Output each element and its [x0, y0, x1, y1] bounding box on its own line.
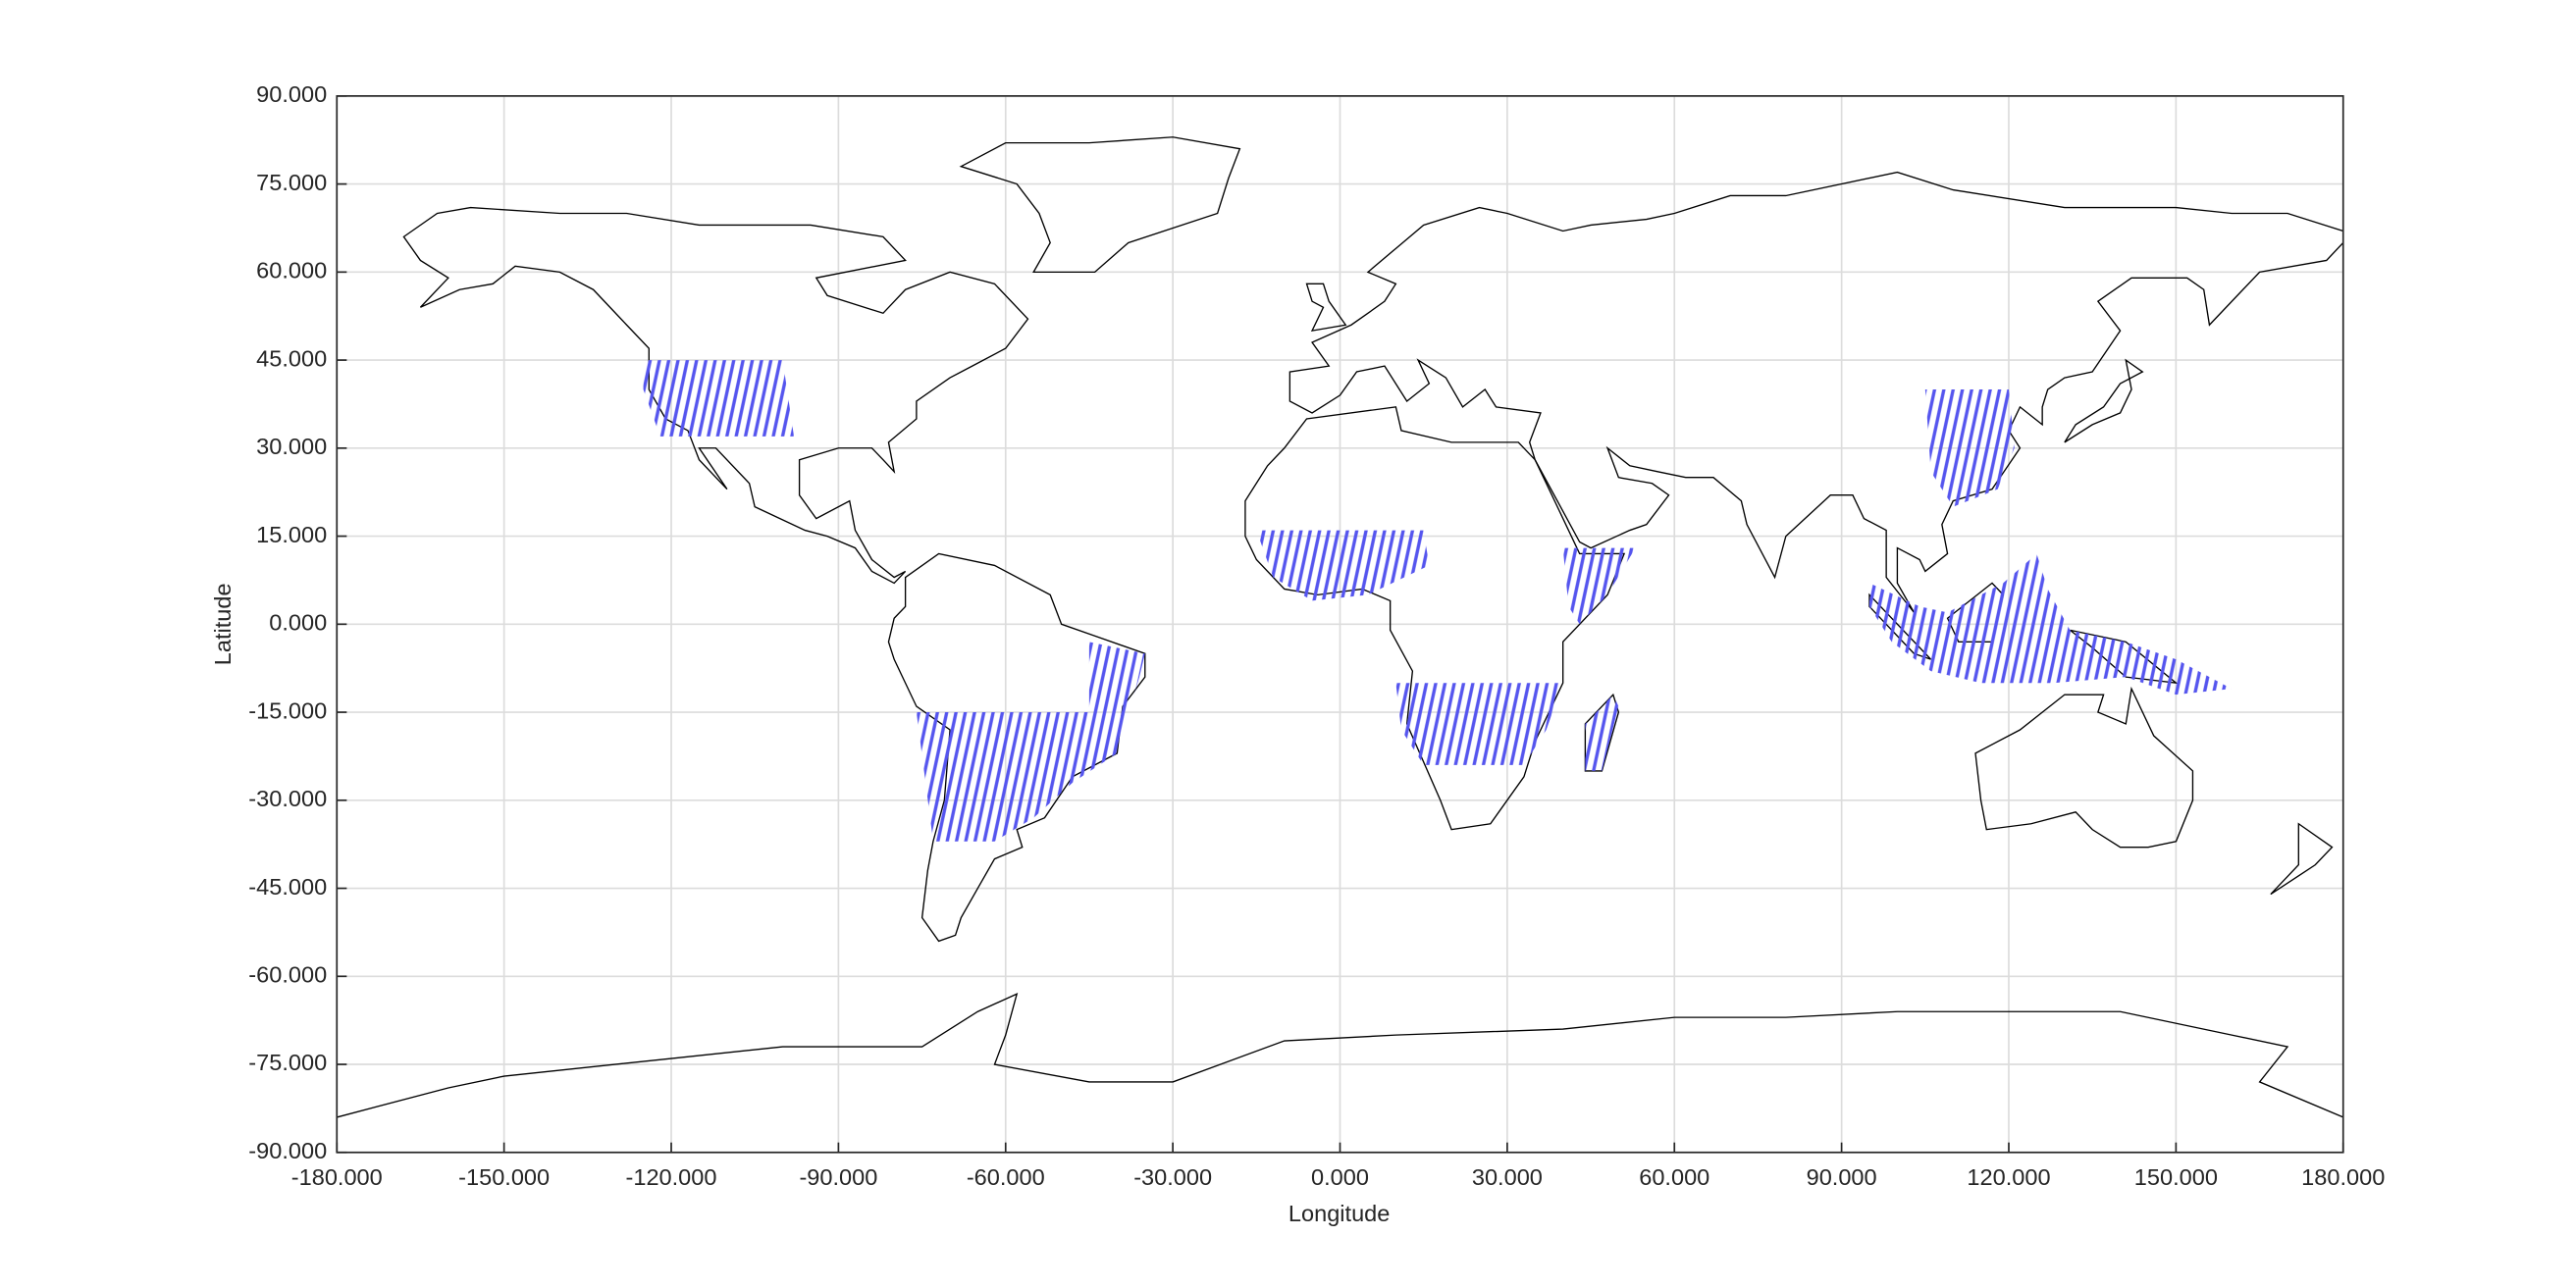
y-tick-label: 45.000 — [256, 345, 327, 371]
coastline — [402, 206, 1029, 585]
hatched-region — [643, 360, 795, 437]
y-axis-label: Latitude — [210, 583, 236, 665]
hatched-region — [1924, 389, 2015, 507]
hatched-region — [1395, 683, 1563, 765]
coastline — [2270, 822, 2334, 896]
coastline — [1244, 406, 1626, 831]
x-tick-label: -180.000 — [291, 1164, 383, 1190]
coastline — [1305, 283, 1347, 333]
x-tick-label: 120.000 — [1967, 1164, 2050, 1190]
coastline — [2064, 358, 2144, 443]
y-tick-label: 90.000 — [256, 81, 327, 107]
coastline — [887, 552, 1146, 943]
hatched-region — [1562, 547, 1636, 625]
x-tick-label: -150.000 — [458, 1164, 550, 1190]
x-tick-label: 90.000 — [1807, 1164, 1877, 1190]
x-axis-label: Longitude — [1288, 1201, 1390, 1226]
y-tick-label: 30.000 — [256, 434, 327, 459]
hatched-region — [916, 642, 1145, 842]
x-tick-label: -30.000 — [1133, 1164, 1212, 1190]
hatched-region — [1256, 530, 1430, 601]
x-tick-label: 180.000 — [2301, 1164, 2385, 1190]
x-tick-label: -120.000 — [626, 1164, 717, 1190]
x-tick-label: 60.000 — [1639, 1164, 1709, 1190]
y-tick-label: -60.000 — [248, 962, 327, 988]
coastline — [959, 136, 1241, 274]
hatched-region — [1585, 695, 1619, 771]
x-tick-label: 0.000 — [1311, 1164, 1369, 1190]
y-tick-label: 75.000 — [256, 170, 327, 195]
y-tick-label: -30.000 — [248, 786, 327, 811]
coastline — [1974, 686, 2194, 849]
coastline — [337, 993, 2344, 1118]
x-tick-label: 150.000 — [2134, 1164, 2218, 1190]
y-tick-label: -45.000 — [248, 874, 327, 900]
x-tick-label: -90.000 — [799, 1164, 877, 1190]
coastline — [1288, 171, 2344, 613]
x-tick-label: -60.000 — [967, 1164, 1045, 1190]
hatched-region — [1868, 553, 2233, 696]
ticks: -180.000 -150.000 -120.000 -90.000 -60.000 -3… — [248, 81, 2385, 1190]
y-tick-label: -15.000 — [248, 697, 327, 723]
x-tick-label: 30.000 — [1472, 1164, 1543, 1190]
y-tick-label: 0.000 — [269, 610, 327, 636]
y-tick-label: 60.000 — [256, 258, 327, 283]
y-tick-label: -75.000 — [248, 1050, 327, 1075]
y-tick-label: -90.000 — [248, 1138, 327, 1163]
hatched-regions — [643, 360, 2233, 842]
y-tick-label: 15.000 — [256, 522, 327, 547]
